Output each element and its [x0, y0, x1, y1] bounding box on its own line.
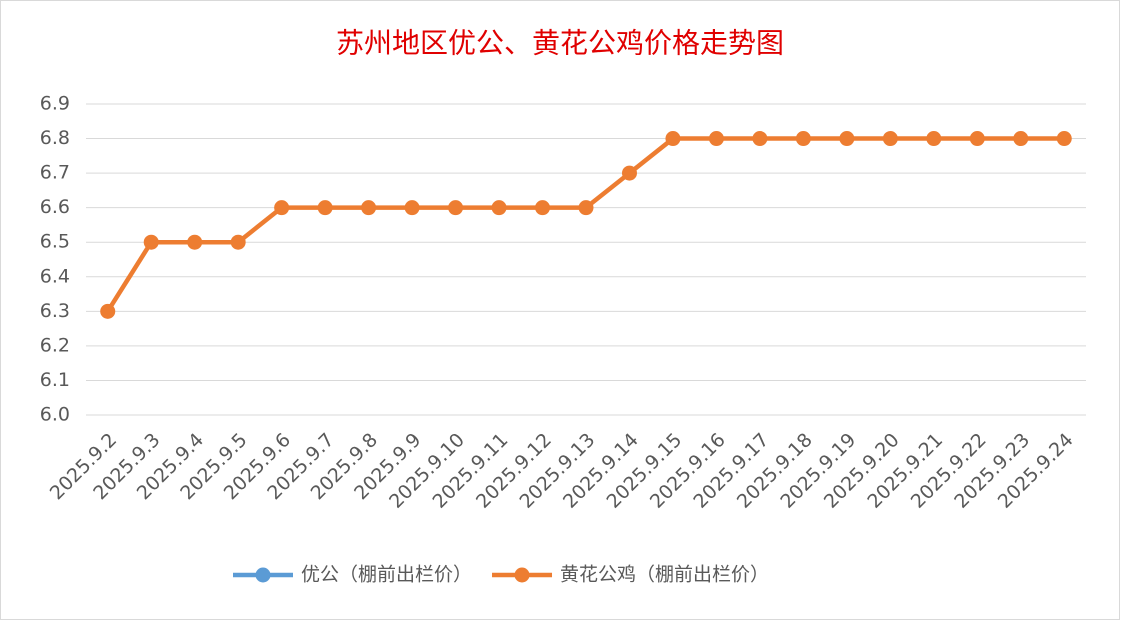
data-point [839, 131, 855, 147]
data-point [187, 234, 203, 250]
data-point [882, 131, 898, 147]
data-point [491, 200, 507, 216]
data-point [752, 131, 768, 147]
legend-marker [514, 567, 530, 583]
y-tick-label: 6.7 [40, 162, 70, 184]
data-point [578, 200, 594, 216]
data-point [1013, 131, 1029, 147]
y-tick-label: 6.1 [40, 369, 70, 391]
data-point [100, 303, 116, 319]
y-tick-label: 6.3 [40, 300, 70, 322]
data-point [665, 131, 681, 147]
data-point [274, 200, 290, 216]
y-tick-label: 6.8 [40, 127, 70, 149]
legend-label: 黄花公鸡（棚前出栏价） [560, 564, 769, 586]
y-tick-label: 6.4 [40, 265, 70, 287]
y-tick-label: 6.2 [40, 334, 70, 356]
data-point [361, 200, 377, 216]
y-tick-label: 6.6 [40, 196, 70, 218]
legend-label: 优公（棚前出栏价） [301, 564, 472, 586]
chart-title: 苏州地区优公、黄花公鸡价格走势图 [336, 27, 784, 60]
legend-marker [255, 567, 271, 583]
y-tick-label: 6.5 [40, 231, 70, 253]
data-point [535, 200, 551, 216]
data-point [317, 200, 333, 216]
data-point [143, 234, 159, 250]
data-point [795, 131, 811, 147]
data-point [230, 234, 246, 250]
data-point [621, 165, 637, 181]
data-point [448, 200, 464, 216]
data-point [404, 200, 420, 216]
y-tick-label: 6.0 [40, 404, 70, 426]
data-point [708, 131, 724, 147]
y-tick-label: 6.9 [40, 93, 70, 115]
data-point [926, 131, 942, 147]
data-point [1056, 131, 1072, 147]
data-point [969, 131, 985, 147]
